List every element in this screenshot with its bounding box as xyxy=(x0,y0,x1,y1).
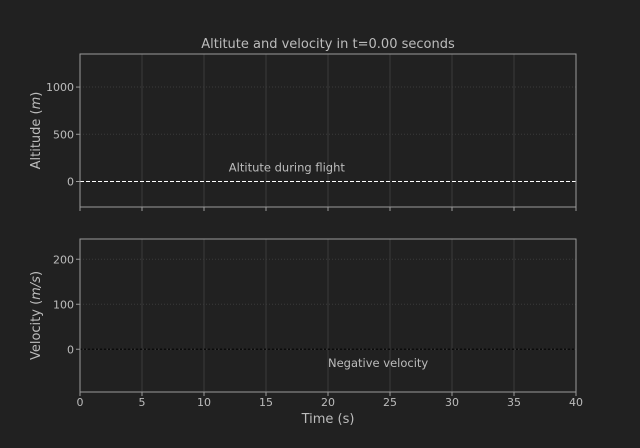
velocity-ytick-label-100: 100 xyxy=(53,298,74,311)
velocity-xtick-label-10: 10 xyxy=(197,396,211,409)
velocity-ytick-label-200: 200 xyxy=(53,253,74,266)
velocity-xtick-label-25: 25 xyxy=(383,396,397,409)
velocity-xtick-label-0: 0 xyxy=(77,396,84,409)
altitude-annotation: Altitute during flight xyxy=(229,160,346,174)
velocity-xtick-label-20: 20 xyxy=(321,396,335,409)
velocity-xlabel: Time (s) xyxy=(301,412,355,427)
velocity-annotation: Negative velocity xyxy=(328,356,428,370)
velocity-xtick-label-35: 35 xyxy=(507,396,521,409)
velocity-xtick-label-5: 5 xyxy=(139,396,146,409)
altitude-ytick-label-0: 0 xyxy=(67,176,74,189)
velocity-panel: 0 100 200 0 5 10 15 20 25 30 35 40 Velocity (m/s) Tim… xyxy=(29,238,583,427)
velocity-xtick-label-30: 30 xyxy=(445,396,459,409)
altitude-ytick-label-500: 500 xyxy=(53,128,74,141)
velocity-xtick-label-15: 15 xyxy=(259,396,273,409)
velocity-ylabel: Velocity (m/s) xyxy=(29,271,44,360)
velocity-ytick-label-0: 0 xyxy=(67,343,74,356)
velocity-xtick-label-40: 40 xyxy=(569,396,583,409)
altitude-ytick-label-1000: 1000 xyxy=(46,81,74,94)
altitude-ylabel: Altitude (m) xyxy=(29,92,44,170)
chart-title: Altitute and velocity in t=0.00 seconds xyxy=(201,37,455,52)
